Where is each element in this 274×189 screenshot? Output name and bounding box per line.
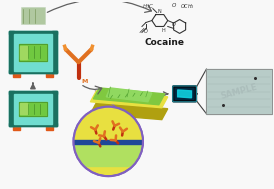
Bar	[13, 73, 20, 77]
Bar	[206, 69, 272, 114]
FancyBboxPatch shape	[173, 86, 196, 102]
Polygon shape	[106, 88, 152, 102]
Bar	[46, 73, 53, 77]
Bar	[14, 34, 52, 71]
Bar	[20, 46, 27, 59]
FancyArrowPatch shape	[83, 86, 102, 94]
Text: Cocaine: Cocaine	[145, 38, 185, 47]
Bar	[13, 126, 20, 129]
FancyBboxPatch shape	[175, 88, 194, 99]
Text: $O$: $O$	[143, 27, 149, 35]
Text: M: M	[81, 79, 88, 84]
Wedge shape	[75, 108, 141, 141]
Polygon shape	[90, 91, 168, 108]
Bar	[74, 140, 143, 144]
Bar	[52, 91, 57, 126]
Bar	[9, 31, 14, 73]
Bar	[9, 91, 57, 126]
Bar	[19, 44, 47, 60]
Bar	[74, 107, 143, 145]
Circle shape	[74, 107, 143, 176]
Polygon shape	[93, 88, 165, 105]
Bar	[9, 91, 14, 126]
Bar	[9, 91, 57, 94]
Text: H: H	[162, 28, 166, 33]
Bar	[46, 126, 53, 129]
Bar	[20, 103, 27, 114]
Bar	[19, 102, 47, 116]
Bar	[22, 8, 44, 23]
Text: $O$: $O$	[171, 1, 177, 9]
FancyArrowPatch shape	[47, 0, 152, 12]
Text: $O$: $O$	[171, 20, 176, 29]
Text: $H_3C$: $H_3C$	[142, 2, 154, 11]
Polygon shape	[90, 103, 168, 120]
Text: $OCH_3$: $OCH_3$	[180, 2, 195, 11]
Bar	[9, 31, 57, 73]
Polygon shape	[178, 90, 192, 98]
Text: SAMPLE: SAMPLE	[220, 82, 258, 101]
Bar	[19, 102, 47, 116]
Text: N: N	[158, 9, 162, 14]
Bar	[74, 143, 143, 166]
Bar	[52, 31, 57, 73]
Bar	[9, 31, 57, 34]
Wedge shape	[75, 141, 141, 174]
Bar	[21, 7, 45, 25]
Bar	[19, 44, 47, 60]
Bar	[9, 70, 57, 73]
Bar	[9, 123, 57, 126]
Bar	[206, 69, 272, 114]
Bar	[14, 94, 52, 124]
